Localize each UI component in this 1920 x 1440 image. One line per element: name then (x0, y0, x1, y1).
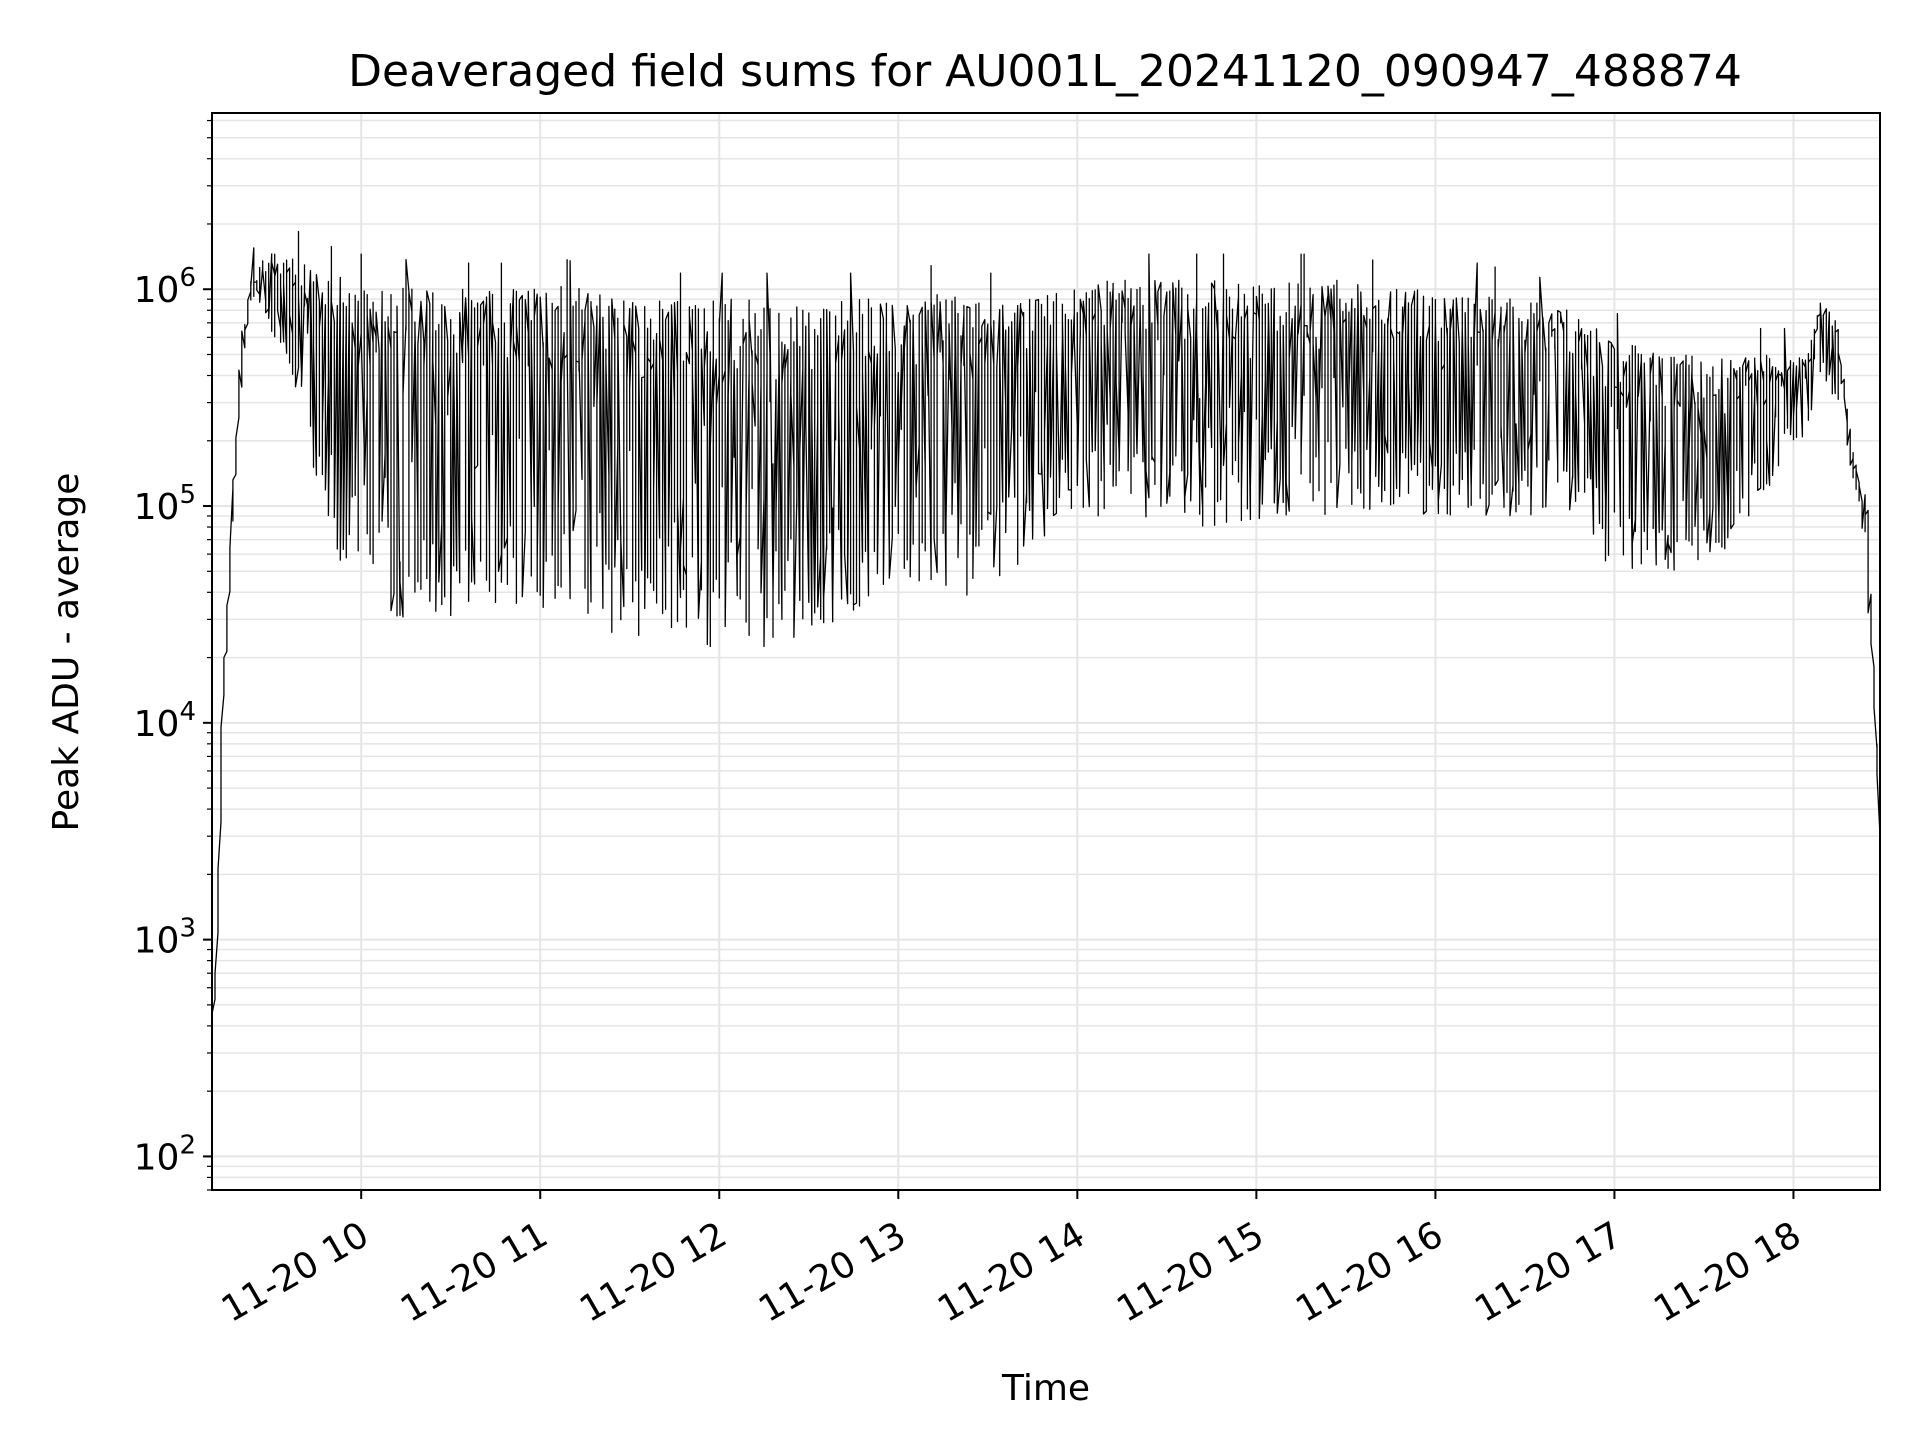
y-tick-label: 102 (134, 1130, 196, 1178)
grid-layer (212, 113, 1880, 1191)
y-tick-label: 105 (134, 480, 196, 528)
y-tick-label: 104 (134, 697, 196, 745)
y-tick-label: 106 (134, 263, 196, 311)
plot-frame (211, 112, 1881, 1191)
x-axis-label: Time (1001, 1368, 1090, 1409)
y-axis-label: Peak ADU - average (46, 473, 87, 832)
y-tick-label: 103 (134, 914, 196, 962)
chart-title: Deaveraged field sums for AU001L_2024112… (348, 46, 1742, 97)
series-line (211, 230, 1881, 1071)
series-layer (211, 230, 1881, 1071)
